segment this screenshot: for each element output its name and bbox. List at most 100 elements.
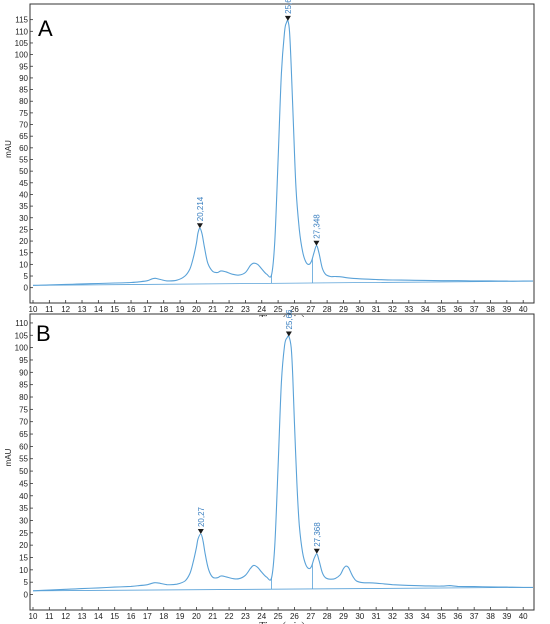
panel-b-y-tick-label: 40 [19, 492, 28, 501]
chromatogram-panel-b: B 0 5 10 15 20 25 30 35 40 45 50 55 60 65 70 75 80 85 90 95 1… [0, 310, 550, 624]
panel-a-x-tick-label: 13 [78, 305, 87, 314]
panel-b-x-tick-label: 33 [404, 612, 413, 621]
panel-b-x-tick-label: 40 [519, 612, 528, 621]
panel-a-y-tick-label: 75 [19, 109, 28, 118]
panel-b-x-tick-label: 27 [306, 612, 315, 621]
panel-a-y-tick-label: 50 [19, 167, 28, 176]
panel-b-x-tick-label: 16 [127, 612, 136, 621]
panel-a-letter: A [38, 16, 53, 41]
panel-b-y-tick-label: 5 [24, 578, 29, 587]
panel-b-x-tick-label: 19 [176, 612, 185, 621]
panel-b-x-tick-label: 23 [241, 612, 250, 621]
panel-b-y-tick-label: 50 [19, 467, 28, 476]
panel-a-peak-label: 20,214 [196, 196, 205, 221]
panel-a-x-tick-label: 35 [437, 305, 446, 314]
panel-b-x-axis-title: Time (min) [259, 621, 304, 624]
panel-b-y-tick-label: 75 [19, 405, 28, 414]
panel-a-x-tick-label: 32 [388, 305, 397, 314]
panel-b-y-tick-label: 20 [19, 541, 28, 550]
panel-b-y-tick-label: 110 [15, 319, 28, 328]
panel-a-y-tick-label: 10 [19, 260, 28, 269]
panel-b-y-tick-label: 65 [19, 430, 28, 439]
panel-a-x-tick-label: 34 [421, 305, 430, 314]
panel-a-signal-line [32, 19, 533, 286]
panel-a-x-tick-label: 33 [404, 305, 413, 314]
panel-b-x-tick-label: 29 [339, 612, 348, 621]
panel-a-x-tick-label: 25 [274, 305, 283, 314]
panel-a-x-tick-label: 38 [486, 305, 495, 314]
panel-b-y-axis-title: mAU [4, 448, 13, 466]
panel-b-y-tick-label: 30 [19, 516, 28, 525]
panel-b-peak-marker [313, 548, 320, 554]
panel-b-x-tick-label: 14 [94, 612, 103, 621]
panel-a-x-axis-title: Time (min) [259, 314, 304, 317]
panel-a-x-tick-label: 15 [110, 305, 119, 314]
panel-b-x-tick-label: 12 [61, 612, 70, 621]
chromatogram-b-svg: B 0 5 10 15 20 25 30 35 40 45 50 55 60 65 70 75 80 85 90 95 1… [4, 310, 535, 624]
panel-a-y-tick-label: 105 [15, 39, 29, 48]
panel-a-peak-label: 27,348 [312, 214, 321, 239]
panel-b-signal-line [32, 335, 533, 592]
panel-a-y-tick-label: 0 [24, 284, 29, 293]
panel-b-y-tick-label: 25 [19, 529, 28, 538]
panel-b-peak-label: 27,368 [313, 522, 322, 547]
panel-b-x-tick-label: 30 [355, 612, 364, 621]
panel-a-x-tick-label: 39 [502, 305, 511, 314]
panel-b-x-tick-label: 35 [437, 612, 446, 621]
panel-a-x-tick-label: 37 [470, 305, 479, 314]
panel-a-baseline [32, 280, 534, 286]
panel-b-x-tick-label: 38 [486, 612, 495, 621]
panel-a-x-tick-label: 27 [306, 305, 315, 314]
panel-a-y-tick-label: 115 [15, 16, 28, 25]
panel-a-y-tick-label: 40 [19, 190, 28, 199]
panel-b-peak-label: 20,27 [197, 506, 206, 527]
panel-a-y-axis-title: mAU [4, 140, 13, 158]
panel-a-y-tick-label: 65 [19, 132, 28, 141]
panel-a-x-tick-label: 10 [29, 305, 38, 314]
panel-b-x-tick-label: 28 [323, 612, 332, 621]
panel-a-y-tick-label: 85 [19, 86, 28, 95]
panel-b-y-tick-label: 105 [15, 331, 29, 340]
panel-a-y-tick-label: 20 [19, 237, 28, 246]
panel-a-x-tick-label: 23 [241, 305, 250, 314]
panel-a-peak-marker [313, 240, 320, 246]
panel-b-y-tick-label: 55 [19, 455, 28, 464]
panel-a-y-tick-label: 30 [19, 214, 28, 223]
panel-a-y-tick-label: 70 [19, 121, 28, 130]
panel-b-y-tick-label: 60 [19, 442, 28, 451]
panel-a-x-tick-label: 22 [225, 305, 234, 314]
panel-b-y-tick-label: 0 [24, 591, 29, 600]
panel-b-y-tick-label: 10 [19, 566, 28, 575]
panel-b-letter: B [36, 321, 51, 346]
panel-a-x-tick-label: 24 [257, 305, 266, 314]
panel-b-y-tick-label: 70 [19, 418, 28, 427]
panel-b-x-tick-label: 10 [29, 612, 38, 621]
panel-b-x-tick-label: 11 [45, 612, 54, 621]
panel-b-x-tick-label: 34 [421, 612, 430, 621]
panel-b-peak-marker [197, 529, 204, 535]
panel-b-y-tick-label: 85 [19, 381, 28, 390]
panel-b-y-tick-label: 35 [19, 504, 28, 513]
panel-b-baseline [32, 586, 534, 592]
panel-b-x-tick-label: 22 [225, 612, 234, 621]
panel-b-x-tick-label: 32 [388, 612, 397, 621]
panel-b-y-tick-label: 15 [19, 553, 28, 562]
panel-b-x-tick-label: 25 [274, 612, 283, 621]
panel-a-x-tick-label: 40 [519, 305, 528, 314]
panel-b-y-tick-label: 45 [19, 479, 28, 488]
panel-a-x-tick-label: 26 [290, 305, 299, 314]
panel-b-x-tick-label: 36 [453, 612, 462, 621]
panel-b-x-tick-label: 17 [143, 612, 152, 621]
panel-b-y-tick-label: 80 [19, 393, 28, 402]
panel-b-x-tick-label: 39 [502, 612, 511, 621]
panel-a-y-tick-label: 45 [19, 179, 28, 188]
panel-a-peak-label: 25,6 [284, 0, 293, 14]
panel-a-x-tick-label: 20 [192, 305, 201, 314]
panel-a-y-tick-label: 80 [19, 97, 28, 106]
panel-a-peak-marker [284, 15, 291, 21]
panel-b-y-tick-label: 90 [19, 368, 28, 377]
panel-a-y-tick-label: 15 [19, 249, 28, 258]
panel-a-peak-marker [196, 223, 203, 229]
panel-a-x-tick-label: 31 [372, 305, 381, 314]
chromatogram-panel-a: A 0 5 10 15 20 25 30 35 40 45 50 55 60 65 70 75 80 85 90 95 1… [4, 0, 535, 317]
